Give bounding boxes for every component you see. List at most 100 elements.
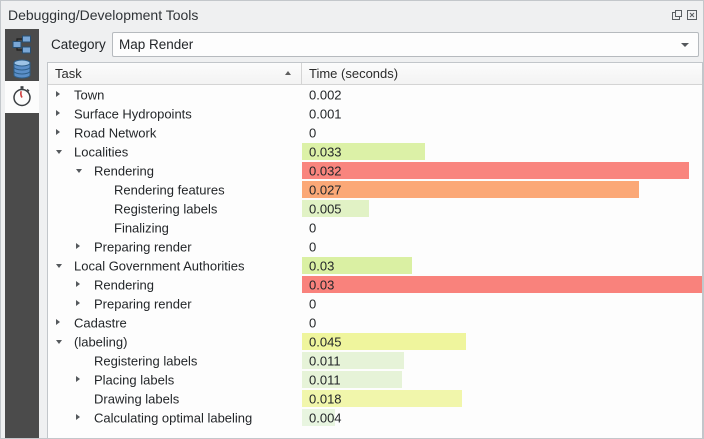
task-label: Town: [74, 87, 105, 102]
time-cell: 0.03: [302, 256, 702, 275]
collapse-icon[interactable]: [76, 169, 82, 173]
time-bar: [302, 390, 462, 407]
time-cell: 0.011: [302, 351, 702, 370]
task-label: Rendering features: [114, 182, 225, 197]
task-label: Rendering: [94, 277, 154, 292]
task-label: Finalizing: [114, 220, 169, 235]
task-cell: Registering labels: [48, 199, 302, 218]
task-cell: Placing labels: [48, 370, 302, 389]
time-value: 0.03: [309, 277, 335, 292]
expand-icon[interactable]: [76, 281, 80, 287]
time-bar: [302, 181, 640, 198]
time-value: 0: [309, 125, 317, 140]
time-bar: [302, 371, 402, 388]
task-cell: Registering labels: [48, 351, 302, 370]
task-cell: Rendering: [48, 161, 302, 180]
time-bar: [302, 257, 412, 274]
task-label: (labeling): [74, 334, 128, 349]
time-value: 0.018: [309, 391, 342, 406]
float-icon[interactable]: [670, 9, 683, 22]
tree-row[interactable]: Registering labels 0.005: [48, 199, 702, 218]
time-cell: 0: [302, 237, 702, 256]
tree-row[interactable]: Local Government Authorities 0.03: [48, 256, 702, 275]
tree-row[interactable]: Calculating optimal labeling 0.004: [48, 408, 702, 427]
time-bar: [302, 162, 690, 179]
tree-row[interactable]: Registering labels 0.011: [48, 351, 702, 370]
task-cell: Preparing render: [48, 237, 302, 256]
tree-body: Town 0.002 Surface Hydropoints 0.001 Road Ne…: [48, 85, 702, 427]
task-cell: Calculating optimal labeling: [48, 408, 302, 427]
time-value: 0.004: [309, 410, 342, 425]
tree-row[interactable]: Rendering 0.03: [48, 275, 702, 294]
time-cell: 0.004: [302, 408, 702, 427]
network-computers-icon: [12, 35, 32, 58]
time-value: 0.027: [309, 182, 342, 197]
tree-row[interactable]: Rendering 0.032: [48, 161, 702, 180]
expand-icon[interactable]: [56, 319, 60, 325]
time-cell: 0: [302, 123, 702, 142]
task-cell: Cadastre: [48, 313, 302, 332]
time-cell: 0.03: [302, 275, 702, 294]
task-label: Cadastre: [74, 315, 127, 330]
task-label: Localities: [74, 144, 129, 159]
profiler-tree: Task Time (seconds) Town 0.002 Surface Hyd…: [47, 62, 703, 438]
time-cell: 0.002: [302, 85, 702, 104]
task-cell: Town: [48, 85, 302, 104]
collapse-icon[interactable]: [56, 150, 62, 154]
sidebar-item-profiler[interactable]: [5, 81, 39, 113]
time-bar: [302, 333, 466, 350]
tree-row[interactable]: Preparing render 0: [48, 237, 702, 256]
time-cell: 0.027: [302, 180, 702, 199]
category-select[interactable]: Map Render: [112, 32, 699, 57]
task-label: Drawing labels: [94, 391, 180, 406]
task-cell: Surface Hydropoints: [48, 104, 302, 123]
close-icon[interactable]: [685, 9, 698, 22]
task-label: Surface Hydropoints: [74, 106, 192, 121]
expand-icon[interactable]: [76, 414, 80, 420]
time-value: 0.045: [309, 334, 342, 349]
sidebar-item-database[interactable]: [5, 56, 39, 84]
expand-icon[interactable]: [76, 243, 80, 249]
expand-icon[interactable]: [56, 91, 60, 97]
sidebar-item-query-logger[interactable]: [5, 32, 39, 60]
time-cell: 0.033: [302, 142, 702, 161]
tree-row[interactable]: Drawing labels 0.018: [48, 389, 702, 408]
expand-icon[interactable]: [76, 376, 80, 382]
time-value: 0.033: [309, 144, 342, 159]
task-cell: Rendering features: [48, 180, 302, 199]
collapse-icon[interactable]: [56, 340, 62, 344]
tree-row[interactable]: Cadastre 0: [48, 313, 702, 332]
time-cell: 0.018: [302, 389, 702, 408]
tree-row[interactable]: Rendering features 0.027: [48, 180, 702, 199]
tree-row[interactable]: (labeling) 0.045: [48, 332, 702, 351]
time-bar: [302, 200, 369, 217]
tree-row[interactable]: Finalizing 0: [48, 218, 702, 237]
time-value: 0.011: [309, 353, 341, 368]
task-cell: (labeling): [48, 332, 302, 351]
tree-row[interactable]: Preparing render 0: [48, 294, 702, 313]
task-cell: Localities: [48, 142, 302, 161]
expand-icon[interactable]: [76, 300, 80, 306]
tree-row[interactable]: Road Network 0: [48, 123, 702, 142]
collapse-icon[interactable]: [56, 264, 62, 268]
tree-row[interactable]: Localities 0.033: [48, 142, 702, 161]
tree-row[interactable]: Placing labels 0.011: [48, 370, 702, 389]
task-label: Preparing render: [94, 296, 192, 311]
tree-row[interactable]: Surface Hydropoints 0.001: [48, 104, 702, 123]
time-value: 0: [309, 239, 317, 254]
time-bar: [302, 276, 702, 293]
task-label: Calculating optimal labeling: [94, 410, 253, 425]
task-cell: Road Network: [48, 123, 302, 142]
tree-row[interactable]: Town 0.002: [48, 85, 702, 104]
column-header-time[interactable]: Time (seconds): [302, 63, 702, 84]
time-cell: 0: [302, 218, 702, 237]
expand-icon[interactable]: [56, 129, 60, 135]
column-label-task: Task: [55, 66, 82, 81]
column-header-task[interactable]: Task: [48, 63, 302, 84]
tree-header: Task Time (seconds): [48, 63, 702, 85]
time-value: 0.005: [309, 201, 342, 216]
expand-icon[interactable]: [56, 110, 60, 116]
time-value: 0: [309, 296, 317, 311]
task-cell: Finalizing: [48, 218, 302, 237]
